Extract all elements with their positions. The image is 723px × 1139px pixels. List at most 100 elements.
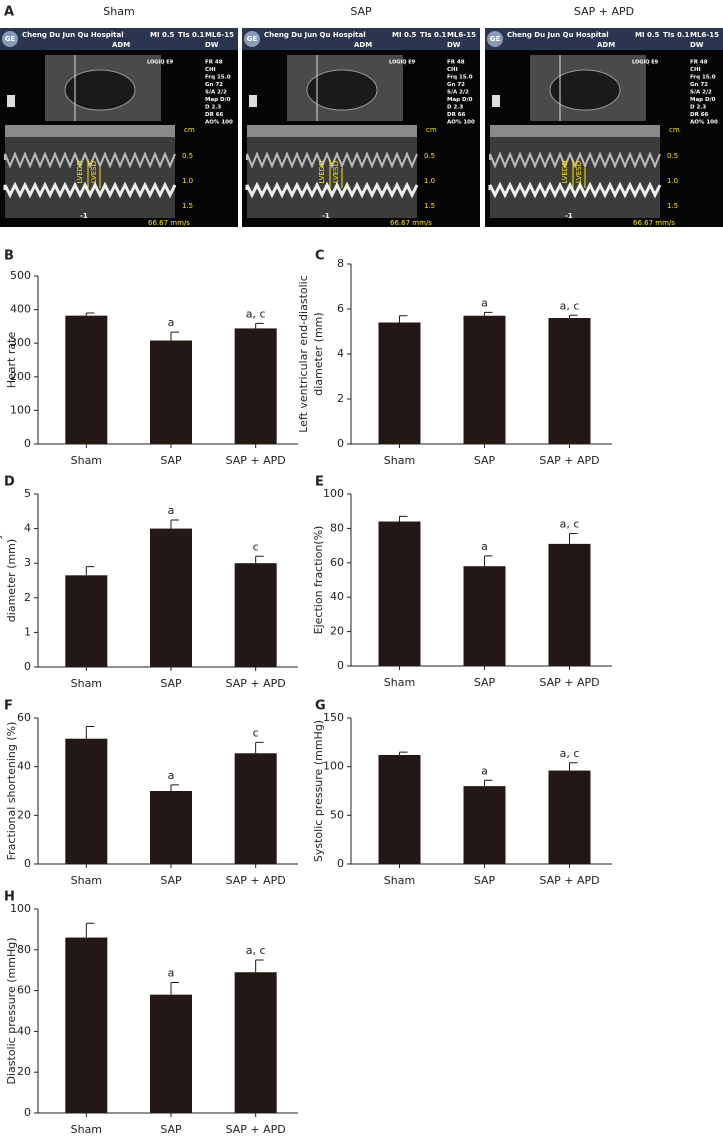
- bar: [234, 328, 277, 444]
- y-tick-label: 100: [323, 760, 344, 773]
- bar: [234, 563, 277, 667]
- param: FR 48: [205, 60, 223, 66]
- column-title: SAP + APD: [574, 5, 634, 18]
- error-bar: [170, 784, 179, 791]
- y-axis-label: diameter (mm): [5, 539, 18, 622]
- heart-shape: [64, 69, 136, 111]
- tis: TIs 0.1: [420, 31, 447, 39]
- x-tick-label: SAP + APD: [226, 454, 286, 467]
- wall-wave: [488, 181, 662, 199]
- x-tick-label: SAP: [160, 1123, 182, 1136]
- y-tick-label: 5: [24, 487, 31, 500]
- hospital: Cheng Du Jun Qu Hospital: [22, 31, 124, 39]
- hospital: Cheng Du Jun Qu Hospital: [264, 31, 366, 39]
- heart-shape: [549, 69, 621, 111]
- depth-tick: 1.0: [424, 177, 435, 185]
- panel-label: E: [315, 475, 324, 490]
- y-axis-label: Left ventricular end-systolic: [0, 504, 3, 657]
- depth-unit: cm: [426, 126, 437, 134]
- param: Gn 72: [205, 82, 223, 88]
- marker: -1: [322, 212, 330, 220]
- mi: MI 0.5: [635, 31, 660, 39]
- speed: 66.67 mm/s: [148, 219, 190, 227]
- y-tick-label: 0: [24, 437, 31, 450]
- panel-label: D: [4, 475, 15, 490]
- x-tick-label: SAP + APD: [226, 677, 286, 690]
- error-bar: [255, 959, 264, 973]
- error-bar: [170, 519, 179, 529]
- error-bar: [399, 315, 408, 323]
- y-tick-label: 3: [24, 556, 31, 569]
- param: CHI: [447, 67, 458, 73]
- error-bar: [170, 981, 179, 995]
- m-mode-top: [490, 125, 660, 137]
- param: AO% 100: [205, 120, 233, 126]
- logo: [487, 31, 503, 47]
- mode: ADM: [112, 41, 130, 49]
- param: Frq 15.0: [447, 75, 473, 81]
- panel-label: C: [315, 249, 325, 264]
- depth-tick: 1.0: [182, 177, 193, 185]
- y-tick-label: 0: [337, 437, 344, 450]
- y-tick-label: 80: [330, 521, 344, 534]
- annotation: a: [168, 966, 175, 979]
- y-axis-label: Heart rate: [5, 332, 18, 389]
- x-tick-label: SAP: [474, 676, 496, 689]
- bar: [378, 754, 421, 864]
- param: AO% 100: [690, 120, 718, 126]
- depth-tick: 0.5: [424, 152, 435, 160]
- annotation: c: [253, 540, 259, 553]
- y-axis-label: Left ventricular end-diastolic: [297, 275, 310, 433]
- bar: [150, 994, 192, 1113]
- x-tick-label: SAP: [160, 454, 182, 467]
- bar: [548, 318, 591, 444]
- bar: [463, 315, 506, 444]
- m-mode-top: [247, 125, 417, 137]
- y-tick-label: 2: [24, 591, 31, 604]
- param: Gn 72: [447, 82, 465, 88]
- x-tick-label: SAP + APD: [539, 874, 599, 887]
- x-tick-label: SAP: [160, 677, 182, 690]
- depth-tick: 0.5: [182, 152, 193, 160]
- y-tick-label: 100: [323, 487, 344, 500]
- bar: [548, 543, 591, 666]
- y-tick-label: 300: [10, 336, 31, 349]
- y-axis-label: diameter (mm): [312, 312, 325, 395]
- annotation: a, c: [246, 307, 266, 320]
- param: Map D/0: [690, 97, 716, 103]
- annotation: a: [481, 296, 488, 309]
- param: S/A 2/2: [205, 90, 227, 96]
- mode: ADM: [597, 41, 615, 49]
- bar: [150, 340, 192, 444]
- logo-text: GE: [247, 35, 258, 43]
- depth-tick: 1.5: [182, 202, 193, 210]
- m-mode: [247, 125, 417, 218]
- depth-tick: 0.5: [667, 152, 678, 160]
- logiq: LOGIQ E9: [632, 60, 659, 66]
- m-mode-top: [5, 125, 175, 137]
- annotation: a: [168, 504, 175, 517]
- x-tick-label: Sham: [384, 454, 415, 467]
- panel-label: A: [4, 5, 14, 20]
- y-tick-label: 500: [10, 269, 31, 282]
- depth-tick: 1.0: [667, 177, 678, 185]
- logo: [244, 31, 260, 47]
- param: D 2.3: [205, 105, 221, 111]
- bar: [234, 972, 277, 1113]
- param: FR 48: [690, 60, 708, 66]
- lvedd: LVEDD: [561, 160, 569, 183]
- param: DR 66: [690, 112, 709, 118]
- y-tick-label: 20: [17, 1065, 31, 1078]
- mi: MI 0.5: [392, 31, 417, 39]
- bar: [378, 322, 421, 444]
- error-bar: [255, 322, 264, 329]
- gray-bar: [7, 95, 15, 107]
- logiq: LOGIQ E9: [389, 60, 416, 66]
- param: Map D/0: [447, 97, 473, 103]
- lvesd: LVESD: [332, 161, 340, 183]
- tis: TIs 0.1: [178, 31, 205, 39]
- annotation: c: [253, 726, 259, 739]
- tis: TIs 0.1: [663, 31, 690, 39]
- lvesd: LVESD: [575, 161, 583, 183]
